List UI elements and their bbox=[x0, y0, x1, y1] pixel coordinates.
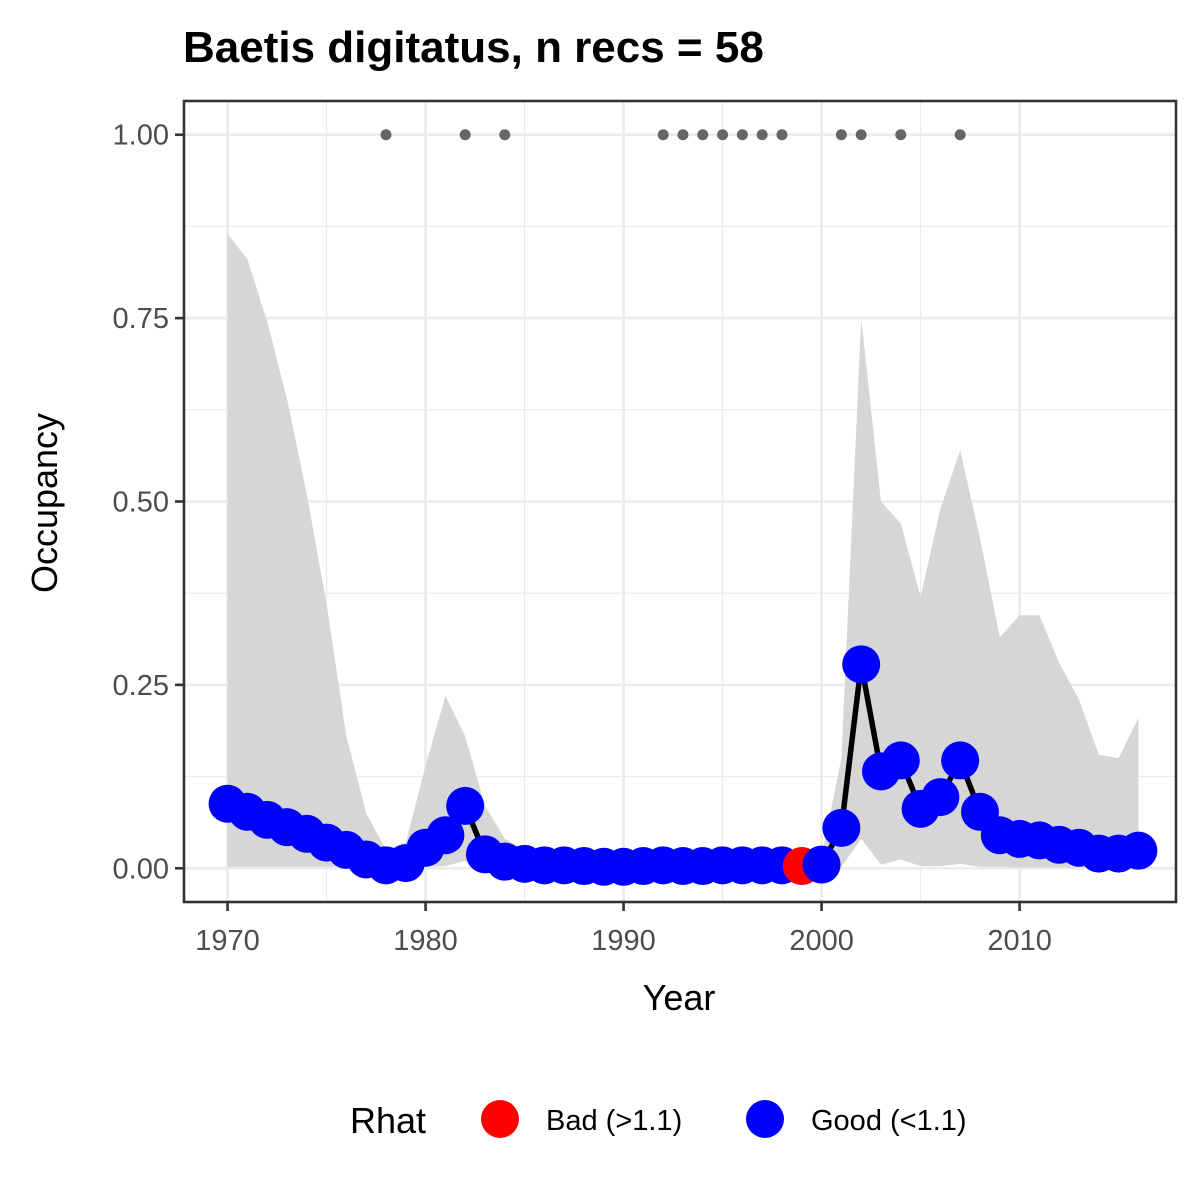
record-dot bbox=[835, 129, 847, 141]
record-dot bbox=[895, 129, 907, 141]
occupancy-points bbox=[208, 645, 1158, 886]
record-dot bbox=[459, 129, 471, 141]
x-tick-label: 1970 bbox=[195, 925, 260, 957]
record-dot bbox=[657, 129, 669, 141]
record-dot bbox=[380, 129, 392, 141]
record-dot bbox=[736, 129, 748, 141]
record-dot bbox=[756, 129, 768, 141]
x-axis: 1970 1980 1990 2000 2010 bbox=[195, 902, 1052, 957]
x-tick-label: 2000 bbox=[789, 925, 854, 957]
y-axis-title: Occupancy bbox=[24, 413, 65, 593]
occupancy-point-good bbox=[941, 741, 980, 780]
record-dot bbox=[499, 129, 511, 141]
occupancy-point-good bbox=[426, 816, 465, 855]
occupancy-point-good bbox=[1119, 831, 1158, 870]
record-dot bbox=[717, 129, 729, 141]
x-axis-title: Year bbox=[643, 977, 716, 1018]
legend-label-good: Good (<1.1) bbox=[811, 1105, 967, 1137]
record-dot bbox=[677, 129, 689, 141]
y-axis: 0.00 0.25 0.50 0.75 1.00 bbox=[113, 120, 184, 885]
record-dot bbox=[776, 129, 788, 141]
y-tick-label: 0.50 bbox=[113, 487, 169, 519]
y-tick-label: 0.25 bbox=[113, 670, 169, 702]
occupancy-point-good bbox=[842, 645, 881, 684]
x-tick-label: 1990 bbox=[591, 925, 656, 957]
occupancy-point-good bbox=[822, 808, 861, 847]
y-tick-label: 0.75 bbox=[113, 303, 169, 335]
plot-panel bbox=[182, 99, 1178, 904]
x-tick-label: 2010 bbox=[987, 925, 1052, 957]
legend-key-bad bbox=[481, 1100, 519, 1138]
chart-title: Baetis digitatus, n recs = 58 bbox=[183, 23, 764, 72]
legend-label-bad: Bad (>1.1) bbox=[546, 1105, 682, 1137]
y-tick-label: 0.00 bbox=[113, 853, 169, 885]
record-dots bbox=[380, 129, 966, 141]
x-tick-label: 1980 bbox=[393, 925, 458, 957]
legend-key-good bbox=[746, 1100, 784, 1138]
legend: Rhat Bad (>1.1) Good (<1.1) bbox=[350, 1100, 967, 1141]
record-dot bbox=[855, 129, 867, 141]
credible-interval-ribbon bbox=[227, 233, 1139, 868]
y-tick-label: 1.00 bbox=[113, 120, 169, 152]
occupancy-point-good bbox=[802, 845, 841, 884]
record-dot bbox=[697, 129, 709, 141]
occupancy-point-good bbox=[446, 786, 485, 825]
legend-title: Rhat bbox=[350, 1100, 426, 1141]
record-dot bbox=[954, 129, 966, 141]
occupancy-point-good bbox=[921, 778, 960, 817]
occupancy-point-good bbox=[881, 741, 920, 780]
